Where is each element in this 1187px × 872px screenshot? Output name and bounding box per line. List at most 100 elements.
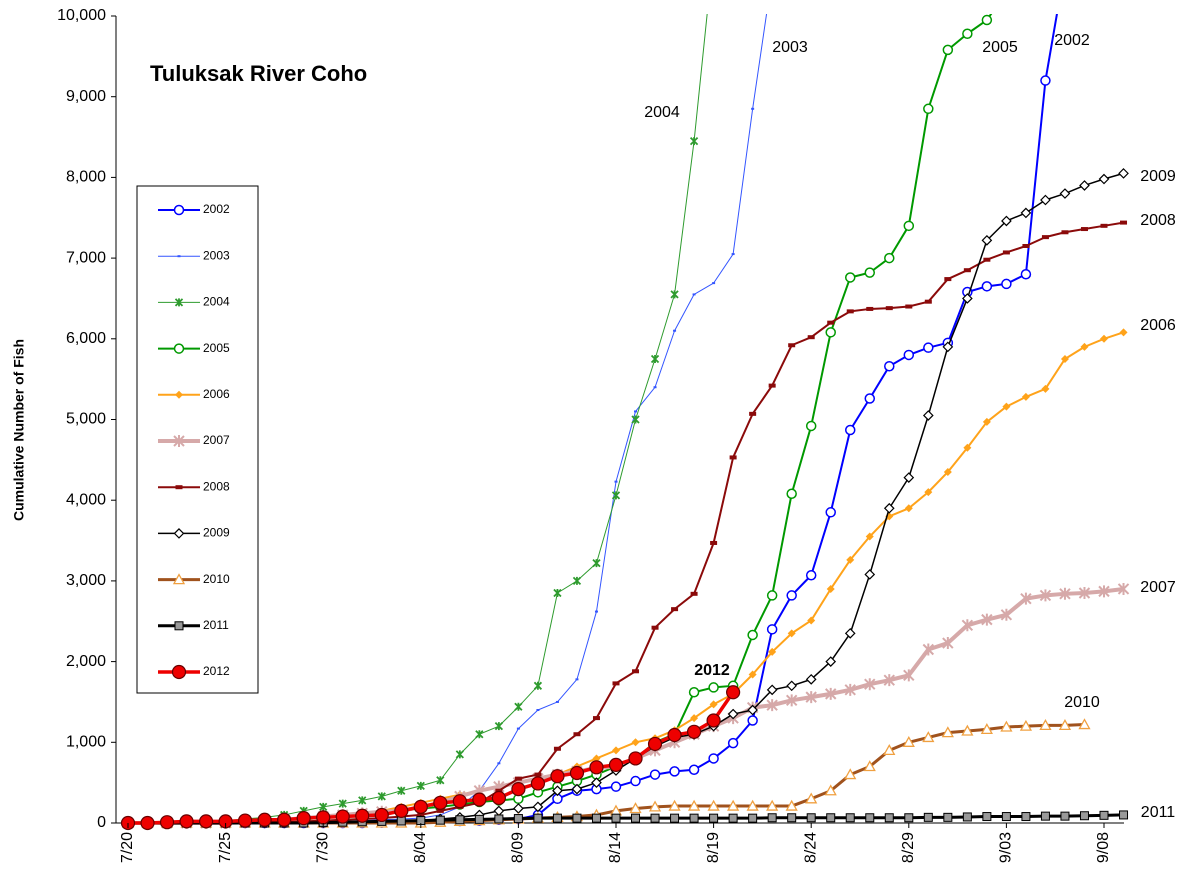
point [942, 341, 954, 353]
annotation: 2007 [1140, 579, 1176, 596]
point [1041, 235, 1049, 240]
point [396, 816, 406, 826]
point [257, 812, 272, 827]
point [631, 738, 640, 747]
point [159, 815, 175, 830]
point [569, 765, 585, 781]
point [980, 723, 993, 735]
point [844, 628, 856, 639]
point [885, 306, 893, 311]
point [806, 813, 816, 823]
point [751, 107, 755, 110]
point [629, 802, 642, 814]
series-line [128, 723, 1085, 825]
point [553, 746, 561, 751]
point [805, 420, 817, 432]
point [963, 443, 972, 452]
point [846, 555, 855, 564]
point [338, 799, 347, 808]
point [807, 616, 816, 625]
point [495, 788, 503, 793]
point [669, 766, 680, 777]
point [513, 803, 524, 814]
point [962, 293, 973, 304]
point [436, 808, 444, 813]
point [614, 480, 618, 483]
point [689, 813, 699, 823]
point [689, 136, 699, 146]
point [692, 293, 696, 296]
point [922, 643, 935, 656]
point [1001, 215, 1012, 227]
point [805, 674, 817, 685]
point [825, 327, 836, 338]
point [670, 813, 680, 823]
point [903, 669, 915, 682]
point [1039, 719, 1052, 731]
point [1001, 278, 1012, 290]
point [982, 812, 992, 822]
point [455, 750, 464, 759]
point [846, 309, 854, 314]
x-tick-label: 9/08 [1095, 832, 1112, 863]
point [727, 708, 739, 720]
point [766, 799, 779, 811]
point [865, 813, 875, 823]
point [942, 637, 954, 650]
point [962, 28, 973, 40]
point [511, 782, 526, 797]
point [455, 815, 465, 825]
legend-label: 2005 [203, 341, 230, 355]
point [416, 781, 425, 791]
legend-marker [173, 528, 185, 539]
point [397, 786, 406, 795]
annotation: 2002 [1054, 32, 1090, 49]
point [668, 799, 681, 811]
point [807, 335, 815, 340]
point [358, 796, 367, 805]
point [883, 744, 896, 756]
point [550, 769, 565, 784]
point [827, 320, 835, 325]
point [592, 716, 600, 721]
point [710, 540, 718, 545]
x-tick-label: 8/14 [607, 832, 624, 863]
point [516, 727, 520, 730]
point [1020, 592, 1032, 605]
point [826, 584, 835, 593]
point [962, 812, 972, 822]
point [632, 669, 640, 674]
legend-label: 2012 [203, 664, 230, 678]
point [1019, 719, 1033, 731]
point [903, 220, 915, 232]
point [277, 812, 292, 827]
point [238, 813, 253, 828]
point [825, 507, 836, 518]
point [708, 753, 719, 764]
point [494, 814, 504, 824]
legend-marker [173, 204, 185, 216]
point [552, 785, 563, 797]
point [610, 781, 622, 792]
point [628, 751, 643, 766]
point [1040, 75, 1051, 86]
point [749, 411, 757, 416]
point [844, 768, 857, 780]
annotation: 2010 [1064, 694, 1100, 711]
annotation: 2008 [1140, 212, 1176, 229]
point [1098, 173, 1110, 185]
point [785, 799, 798, 811]
x-tick-label: 8/19 [705, 832, 722, 863]
point [727, 799, 740, 811]
point [922, 410, 934, 421]
legend-label: 2003 [203, 248, 230, 262]
y-tick-label: 4,000 [66, 491, 106, 508]
point [491, 790, 506, 806]
point [884, 813, 894, 823]
legend-marker [174, 621, 184, 631]
point [1041, 384, 1050, 393]
point [943, 467, 952, 476]
y-tick-label: 5,000 [66, 411, 106, 428]
point [942, 44, 954, 56]
point [667, 727, 682, 743]
